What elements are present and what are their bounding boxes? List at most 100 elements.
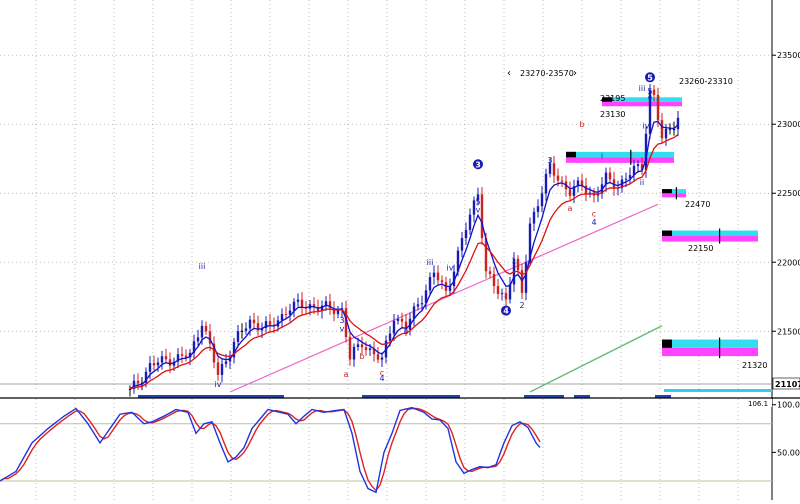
candle-body <box>404 321 408 330</box>
range-arrow-left: ‹ <box>507 68 511 79</box>
candle-body <box>508 284 512 300</box>
candle-body <box>288 310 292 315</box>
candle-body <box>388 333 392 341</box>
candle-body <box>480 194 484 239</box>
osc-top-label: 106.1 <box>748 400 768 408</box>
wave-label: c <box>592 210 596 219</box>
candle-body <box>248 319 252 329</box>
zone-marker <box>662 189 672 194</box>
candle-body <box>328 301 332 309</box>
candle-body <box>292 301 296 311</box>
candle-body <box>256 323 260 331</box>
candle-body <box>544 173 548 194</box>
y-tick-label: 23500 <box>777 51 800 60</box>
candle-body <box>220 363 224 375</box>
wave-label: 5 <box>647 87 652 96</box>
candle-body <box>396 318 400 321</box>
candle-body <box>640 164 644 171</box>
candle-body <box>132 380 136 389</box>
candle-body <box>516 258 520 271</box>
candle-body <box>656 94 660 121</box>
wave-label: ii <box>404 327 408 336</box>
range-label: 23270-23570 <box>520 69 574 78</box>
candle-body <box>488 271 492 275</box>
candle-body <box>204 325 208 332</box>
wave-label: iv <box>215 380 222 389</box>
price-label-23130: 23130 <box>600 110 625 119</box>
candle-body <box>636 164 640 167</box>
candle-body <box>376 354 380 360</box>
zone-band-bottom <box>662 236 758 242</box>
candle-body <box>348 336 352 360</box>
candle-body <box>280 314 284 321</box>
candle-body <box>144 371 148 383</box>
oscillator-panel: 50.00 100.00 106.1 <box>0 399 800 500</box>
candle-body <box>412 306 416 319</box>
wave-label: b <box>579 120 584 129</box>
wave-label: 1 <box>511 257 516 266</box>
range-arrow-right: › <box>573 68 577 79</box>
candle-body <box>140 382 144 384</box>
price-label-23195: 23195 <box>600 94 625 103</box>
candle-body <box>284 314 288 316</box>
wave-label: 2 <box>519 301 524 310</box>
zones <box>566 95 758 359</box>
candle-body <box>316 307 320 312</box>
candle-body <box>160 356 164 363</box>
candle-body <box>624 178 628 180</box>
zone-band-top <box>662 230 758 237</box>
candle-body <box>400 318 404 322</box>
candle-body <box>164 356 168 360</box>
candle-body <box>500 293 504 295</box>
wave-circle-label: 4 <box>503 307 509 316</box>
candle-body <box>184 355 188 358</box>
candle-body <box>128 388 132 390</box>
y-tick-label: 22000 <box>777 258 800 267</box>
candle-body <box>548 163 552 174</box>
session-bar <box>524 395 564 398</box>
candles <box>128 84 680 397</box>
candle-body <box>472 200 476 215</box>
wave-circle-label: 3 <box>475 160 481 169</box>
wave-label: iii <box>427 258 434 267</box>
candle-body <box>176 354 180 362</box>
candle-body <box>240 330 244 332</box>
candle-body <box>632 166 636 176</box>
zone-band-bottom <box>662 347 758 357</box>
wave-label: v <box>340 324 345 333</box>
wave-label: iv <box>643 121 650 130</box>
candle-body <box>448 286 452 291</box>
candle-body <box>492 274 496 287</box>
candle-body <box>424 290 428 304</box>
candle-body <box>336 310 340 315</box>
candle-body <box>652 89 656 95</box>
price-labels: ‹ 23270-23570 › 23260-23310 23195 23130 22470 2… <box>507 68 767 370</box>
candle-body <box>560 180 564 182</box>
candle-body <box>356 344 360 347</box>
wave-label: i <box>601 152 603 161</box>
candle-body <box>668 128 672 130</box>
last-price-label: 21107 <box>775 380 800 389</box>
price-grid <box>0 0 772 392</box>
y-tick-label: 21500 <box>777 327 800 336</box>
candle-body <box>168 359 172 366</box>
zone-band-bottom <box>566 157 674 163</box>
session-bar <box>655 395 671 398</box>
candle-body <box>208 331 212 344</box>
candle-body <box>576 180 580 187</box>
wave-label: b <box>359 352 364 361</box>
long-ma-line <box>529 325 663 393</box>
candle-body <box>556 175 560 181</box>
candle-body <box>648 89 652 134</box>
candle-body <box>584 185 588 194</box>
candle-body <box>476 194 480 201</box>
zone-band-top <box>662 189 686 194</box>
candle-body <box>568 189 572 196</box>
wave-label: ii <box>640 178 644 187</box>
candle-body <box>464 229 468 239</box>
candle-body <box>344 308 348 337</box>
session-bar <box>138 395 284 398</box>
osc-tick-label: 100.00 <box>777 401 800 410</box>
last-price-box <box>772 377 800 390</box>
